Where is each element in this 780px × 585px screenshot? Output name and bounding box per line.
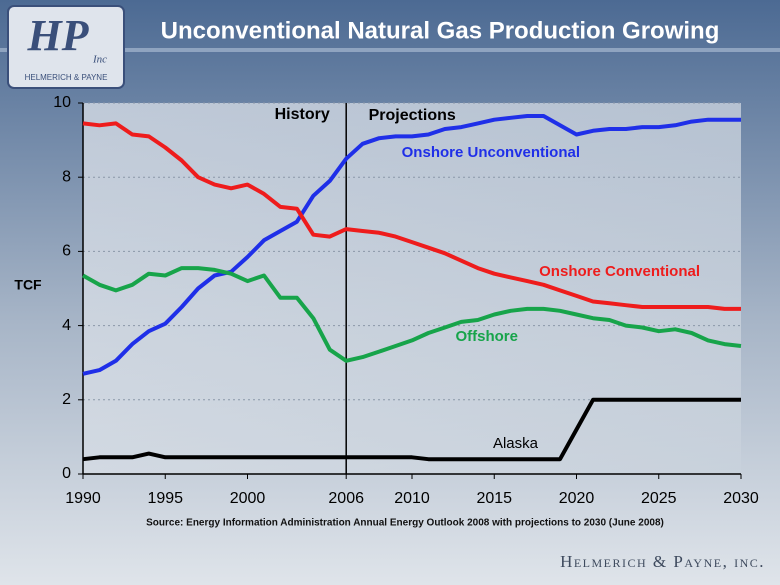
y-tick-label: 8 (62, 168, 71, 185)
x-tick-label: 2015 (476, 490, 512, 507)
annotation-history: History (275, 106, 330, 123)
series-label: Onshore Unconventional (402, 144, 580, 161)
plot: 0 2 4 6 8 10 1990 1995 2000 2006 2010 2015 2020 2025 2… (53, 94, 759, 507)
title-rule (0, 48, 780, 52)
logo-box (7, 5, 125, 89)
y-tick-label: 10 (53, 94, 71, 111)
y-tick-label: 6 (62, 243, 71, 260)
chart-title: Unconventional Natural Gas Production Gr… (161, 17, 720, 44)
x-tick-label: 2020 (559, 490, 595, 507)
x-tick-label: 2030 (723, 490, 759, 507)
x-tick-label: 2006 (328, 490, 364, 507)
x-tick-label: 1995 (147, 490, 183, 507)
logo-company: HELMERICH & PAYNE (25, 73, 108, 82)
x-tick-label: 2010 (394, 490, 430, 507)
series-line (82, 397, 741, 462)
logo-initials: HP (26, 11, 89, 60)
y-tick-label: 2 (62, 391, 71, 408)
y-tick-label: 4 (62, 317, 71, 334)
x-tick-label: 2025 (641, 490, 677, 507)
annotation-projections: Projections (369, 107, 456, 124)
source-note: Source: Energy Information Administratio… (146, 518, 664, 529)
logo-suffix: Inc (92, 54, 107, 66)
series-label: Alaska (493, 435, 539, 452)
series-label: Onshore Conventional (539, 263, 700, 280)
y-axis-label: TCF (14, 277, 42, 293)
y-tick-label: 0 (62, 465, 71, 482)
series-label: Offshore (455, 328, 518, 345)
footer-brand: Helmerich & Payne, inc. (560, 552, 765, 571)
plot-area (83, 103, 741, 474)
x-tick-label: 1990 (65, 490, 101, 507)
series-line (82, 266, 742, 363)
x-tick-label: 2000 (230, 490, 266, 507)
series-line (82, 121, 741, 311)
logo: HP Inc HELMERICH & PAYNE (7, 5, 125, 89)
series-line (82, 114, 741, 376)
